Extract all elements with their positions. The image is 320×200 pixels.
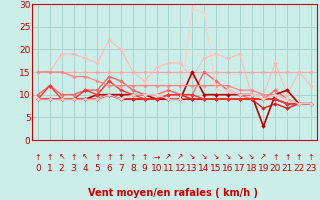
Text: 20: 20	[269, 164, 281, 173]
Text: 22: 22	[293, 164, 305, 173]
Text: →: →	[153, 152, 160, 162]
Text: ↑: ↑	[70, 152, 77, 162]
Text: ↗: ↗	[260, 152, 267, 162]
Text: ↑: ↑	[118, 152, 124, 162]
Text: ↑: ↑	[47, 152, 53, 162]
Text: Vent moyen/en rafales ( km/h ): Vent moyen/en rafales ( km/h )	[88, 188, 258, 198]
Text: 7: 7	[118, 164, 124, 173]
Text: ↑: ↑	[106, 152, 112, 162]
Text: ↑: ↑	[94, 152, 100, 162]
Text: ↑: ↑	[296, 152, 302, 162]
Text: 14: 14	[198, 164, 210, 173]
Text: 5: 5	[94, 164, 100, 173]
Text: ↘: ↘	[201, 152, 207, 162]
Text: 13: 13	[187, 164, 198, 173]
Text: 17: 17	[234, 164, 245, 173]
Text: 21: 21	[282, 164, 293, 173]
Text: 9: 9	[142, 164, 148, 173]
Text: ↑: ↑	[308, 152, 314, 162]
Text: 4: 4	[83, 164, 88, 173]
Text: ↑: ↑	[35, 152, 41, 162]
Text: 2: 2	[59, 164, 64, 173]
Text: 1: 1	[47, 164, 53, 173]
Text: ↘: ↘	[248, 152, 255, 162]
Text: ↘: ↘	[225, 152, 231, 162]
Text: 15: 15	[210, 164, 222, 173]
Text: 16: 16	[222, 164, 234, 173]
Text: ↖: ↖	[59, 152, 65, 162]
Text: 19: 19	[258, 164, 269, 173]
Text: 0: 0	[35, 164, 41, 173]
Text: ↘: ↘	[236, 152, 243, 162]
Text: 10: 10	[151, 164, 162, 173]
Text: ↘: ↘	[189, 152, 196, 162]
Text: ↑: ↑	[272, 152, 278, 162]
Text: 12: 12	[175, 164, 186, 173]
Text: 23: 23	[305, 164, 316, 173]
Text: ↑: ↑	[141, 152, 148, 162]
Text: ↑: ↑	[130, 152, 136, 162]
Text: ↗: ↗	[165, 152, 172, 162]
Text: 8: 8	[130, 164, 136, 173]
Text: ↗: ↗	[177, 152, 184, 162]
Text: 3: 3	[71, 164, 76, 173]
Text: 18: 18	[246, 164, 257, 173]
Text: ↑: ↑	[284, 152, 290, 162]
Text: ↘: ↘	[213, 152, 219, 162]
Text: 6: 6	[106, 164, 112, 173]
Text: 11: 11	[163, 164, 174, 173]
Text: ↖: ↖	[82, 152, 89, 162]
